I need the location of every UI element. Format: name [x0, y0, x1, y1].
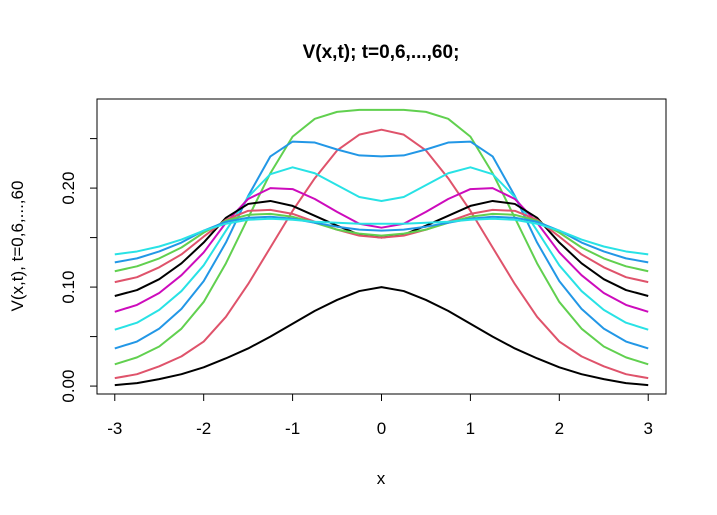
- series-layer: [114, 108, 649, 387]
- x-tick-label: 2: [555, 419, 564, 438]
- series-line-1: [114, 128, 649, 380]
- x-tick-label: 1: [466, 419, 475, 438]
- x-tick-label: -3: [107, 419, 122, 438]
- x-tick-label: 0: [377, 419, 386, 438]
- y-tick-label: 0.20: [59, 172, 78, 205]
- series-line-6: [114, 199, 649, 297]
- series-line-8: [114, 212, 649, 273]
- x-axis-label: x: [377, 469, 386, 488]
- series-line-4: [114, 166, 649, 331]
- x-axis: -3 -2 -1 0 1 2 3: [107, 393, 653, 438]
- series-line-0: [114, 286, 649, 387]
- series-line-5: [114, 187, 649, 313]
- y-axis-label: V(x,t), t=0,6,...,60: [8, 181, 27, 312]
- chart-title: V(x,t); t=0,6,...,60;: [303, 42, 460, 63]
- x-tick-label: -2: [196, 419, 211, 438]
- series-line-2: [114, 108, 649, 366]
- x-tick-label: 3: [643, 419, 652, 438]
- x-tick-label: -1: [285, 419, 300, 438]
- series-line-3: [114, 140, 649, 350]
- y-axis: 0.00 0.10 0.20: [59, 138, 98, 403]
- series-line-7: [114, 208, 649, 284]
- series-line-10: [114, 217, 649, 256]
- y-tick-label: 0.00: [59, 370, 78, 403]
- y-tick-label: 0.10: [59, 271, 78, 304]
